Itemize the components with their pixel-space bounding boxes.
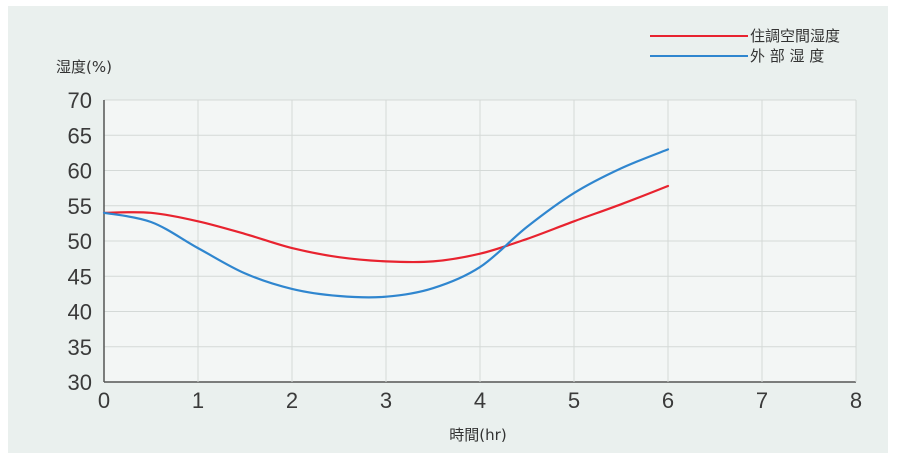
legend: 住調空間湿度 外 部 湿 度: [650, 27, 840, 65]
x-tick-label: 7: [756, 388, 768, 413]
y-tick-label: 30: [68, 370, 92, 395]
y-tick-label: 35: [68, 335, 92, 360]
x-tick-label: 4: [474, 388, 486, 413]
y-axis-title: 湿度(%): [56, 58, 112, 76]
y-tick-label: 65: [68, 123, 92, 148]
series-line-outdoor-humidity: [102, 148, 670, 299]
x-tick-label: 8: [850, 388, 862, 413]
x-axis-title: 時間(hr): [449, 426, 506, 444]
x-tick-label: 5: [568, 388, 580, 413]
x-tick-label: 3: [380, 388, 392, 413]
x-tick-label: 6: [662, 388, 674, 413]
grid-lines: [103, 99, 857, 383]
legend-label-outdoor: 外 部 湿 度: [750, 47, 824, 65]
y-tick-label: 40: [68, 300, 92, 325]
y-tick-label: 70: [68, 88, 92, 113]
y-tick-label: 45: [68, 264, 92, 289]
x-tick-label: 1: [192, 388, 204, 413]
x-tick-label: 2: [286, 388, 298, 413]
x-tick-label: 0: [98, 388, 110, 413]
legend-label-indoor: 住調空間湿度: [750, 27, 840, 45]
y-tick-label: 50: [68, 229, 92, 254]
series-lines: [102, 148, 670, 299]
series-line-indoor-humidity: [102, 184, 670, 264]
y-tick-label: 55: [68, 194, 92, 219]
y-tick-label: 60: [68, 159, 92, 184]
